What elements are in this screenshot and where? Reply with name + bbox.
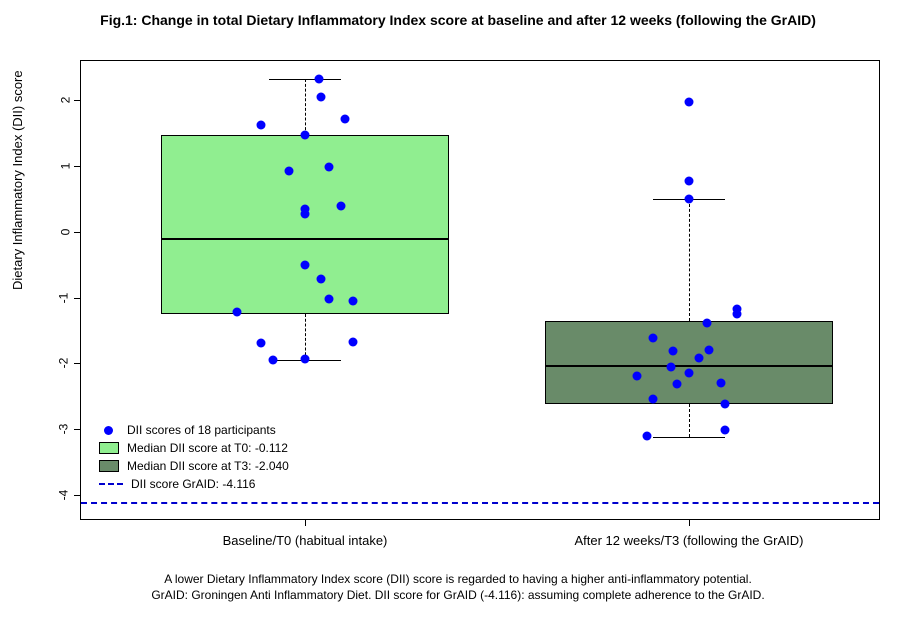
- whisker-stem: [689, 404, 690, 437]
- data-point: [685, 369, 694, 378]
- boxplot-box: [161, 135, 449, 314]
- y-tick-label: 0: [59, 229, 73, 236]
- y-tick-label: -1: [57, 292, 71, 303]
- data-point: [649, 334, 658, 343]
- y-tick: [74, 232, 80, 233]
- y-tick-label: -4: [57, 489, 71, 500]
- data-point: [325, 163, 334, 172]
- whisker-stem: [305, 314, 306, 360]
- legend-marker-swatch: [99, 460, 119, 472]
- legend-item: Median DII score at T0: -0.112: [99, 439, 289, 457]
- caption-line-1: A lower Dietary Inflammatory Index score…: [0, 571, 916, 587]
- legend-item: Median DII score at T3: -2.040: [99, 457, 289, 475]
- whisker-cap: [269, 79, 341, 80]
- y-tick: [74, 100, 80, 101]
- data-point: [694, 354, 703, 363]
- y-tick: [74, 166, 80, 167]
- x-tick: [305, 520, 306, 526]
- figure: Fig.1: Change in total Dietary Inflammat…: [0, 0, 916, 619]
- data-point: [673, 380, 682, 389]
- data-point: [233, 308, 242, 317]
- data-point: [257, 338, 266, 347]
- y-axis-label: Dietary Inflammatory Index (DII) score: [10, 70, 25, 290]
- legend-label: DII score GrAID: -4.116: [131, 477, 255, 491]
- legend-marker-swatch: [99, 442, 119, 454]
- legend-item: DII scores of 18 participants: [99, 421, 289, 439]
- y-tick: [74, 363, 80, 364]
- data-point: [301, 260, 310, 269]
- reference-line: [81, 502, 879, 504]
- y-tick: [74, 429, 80, 430]
- x-tick: [689, 520, 690, 526]
- legend-item: DII score GrAID: -4.116: [99, 475, 289, 493]
- data-point: [257, 121, 266, 130]
- data-point: [643, 431, 652, 440]
- x-tick-label: After 12 weeks/T3 (following the GrAID): [574, 533, 803, 548]
- data-point: [685, 98, 694, 107]
- data-point: [349, 338, 358, 347]
- y-tick-label: 2: [59, 97, 73, 104]
- data-point: [667, 362, 676, 371]
- legend-label: DII scores of 18 participants: [127, 423, 276, 437]
- data-point: [301, 354, 310, 363]
- data-point: [269, 356, 278, 365]
- boxplot-box: [545, 321, 833, 404]
- legend-marker-circle: [104, 426, 113, 435]
- data-point: [733, 310, 742, 319]
- data-point: [301, 130, 310, 139]
- y-tick: [74, 298, 80, 299]
- median-line: [161, 238, 449, 240]
- data-point: [325, 294, 334, 303]
- data-point: [705, 346, 714, 355]
- data-point: [702, 318, 711, 327]
- whisker-stem: [305, 79, 306, 134]
- data-point: [341, 114, 350, 123]
- data-point: [721, 426, 730, 435]
- x-tick-label: Baseline/T0 (habitual intake): [223, 533, 388, 548]
- whisker-cap: [653, 437, 725, 438]
- data-point: [317, 93, 326, 102]
- data-point: [721, 400, 730, 409]
- data-point: [315, 75, 324, 84]
- data-point: [717, 379, 726, 388]
- data-point: [669, 347, 678, 356]
- data-point: [349, 296, 358, 305]
- legend-label: Median DII score at T0: -0.112: [127, 441, 288, 455]
- data-point: [685, 195, 694, 204]
- data-point: [317, 275, 326, 284]
- plot-area: -4-3-2-1012Baseline/T0 (habitual intake)…: [80, 60, 880, 520]
- chart-title: Fig.1: Change in total Dietary Inflammat…: [0, 12, 916, 28]
- data-point: [649, 395, 658, 404]
- data-point: [633, 372, 642, 381]
- caption-line-2: GrAID: Groningen Anti Inflammatory Diet.…: [0, 587, 916, 603]
- y-tick-label: -2: [57, 358, 71, 369]
- y-tick-label: 1: [59, 163, 73, 170]
- legend-label: Median DII score at T3: -2.040: [127, 459, 289, 473]
- legend: DII scores of 18 participants Median DII …: [99, 421, 289, 493]
- whisker-stem: [689, 199, 690, 321]
- data-point: [301, 210, 310, 219]
- data-point: [685, 177, 694, 186]
- median-line: [545, 365, 833, 367]
- data-point: [337, 201, 346, 210]
- data-point: [285, 167, 294, 176]
- y-tick: [74, 495, 80, 496]
- y-tick-label: -3: [57, 424, 71, 435]
- legend-marker-dash: [99, 483, 123, 485]
